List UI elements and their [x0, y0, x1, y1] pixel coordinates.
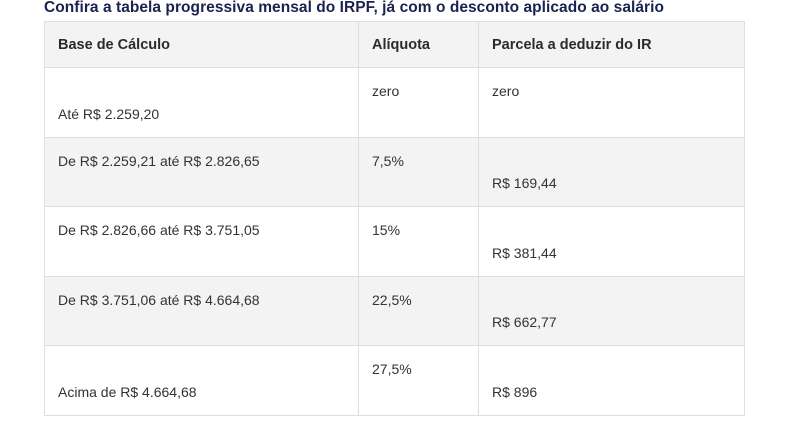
cell-base: De R$ 2.259,21 até R$ 2.826,65 — [44, 136, 359, 208]
cell-parcela: zero — [478, 67, 745, 138]
cell-parcela: R$ 896 — [478, 345, 745, 416]
table-row: De R$ 2.259,21 até R$ 2.826,65 7,5% R$ 1… — [44, 136, 745, 208]
table-row: Até R$ 2.259,20 zero zero — [44, 67, 745, 138]
cell-parcela: R$ 381,44 — [478, 206, 745, 277]
irpf-tax-table: Base de Cálculo Alíquota Parcela a deduz… — [44, 21, 745, 416]
cell-aliquota: zero — [358, 67, 479, 138]
cell-base: Até R$ 2.259,20 — [44, 67, 359, 138]
table-row: Acima de R$ 4.664,68 27,5% R$ 896 — [44, 345, 745, 416]
cell-aliquota: 15% — [358, 206, 479, 277]
cell-aliquota: 7,5% — [358, 136, 479, 208]
cell-base: De R$ 3.751,06 até R$ 4.664,68 — [44, 275, 359, 347]
table-row: De R$ 3.751,06 até R$ 4.664,68 22,5% R$ … — [44, 275, 745, 347]
cell-parcela: R$ 169,44 — [478, 136, 745, 208]
cell-base: Acima de R$ 4.664,68 — [44, 345, 359, 416]
cell-base: De R$ 2.826,66 até R$ 3.751,05 — [44, 206, 359, 277]
header-aliquota: Alíquota — [358, 21, 479, 68]
cell-aliquota: 27,5% — [358, 345, 479, 416]
table-caption: Confira a tabela progressiva mensal do I… — [44, 0, 664, 16]
table-header-row: Base de Cálculo Alíquota Parcela a deduz… — [44, 21, 745, 68]
table-row: De R$ 2.826,66 até R$ 3.751,05 15% R$ 38… — [44, 206, 745, 277]
header-base-de-calculo: Base de Cálculo — [44, 21, 359, 68]
header-parcela-a-deduzir: Parcela a deduzir do IR — [478, 21, 745, 68]
cell-aliquota: 22,5% — [358, 275, 479, 347]
cell-parcela: R$ 662,77 — [478, 275, 745, 347]
